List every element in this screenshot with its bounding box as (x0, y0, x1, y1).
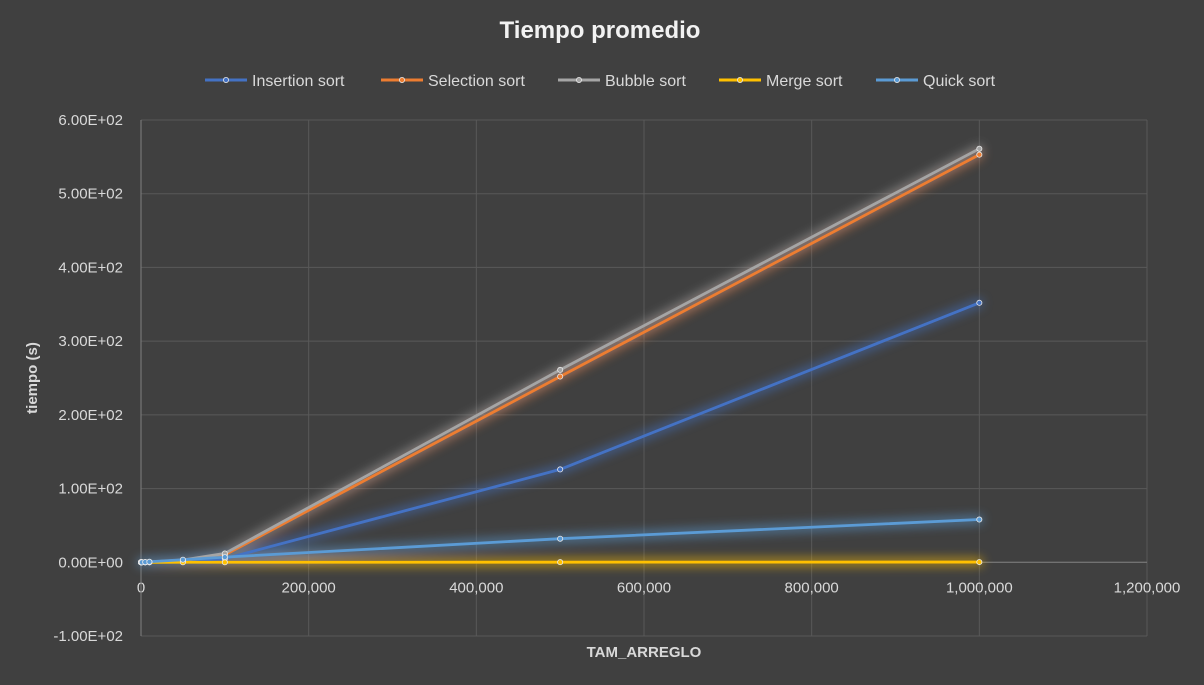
y-tick-label: 0.00E+00 (58, 554, 123, 571)
legend-item-bubble-sort: Bubble sort (558, 73, 686, 90)
y-tick-label: 6.00E+02 (58, 112, 123, 129)
y-tick-label: 1.00E+02 (58, 481, 123, 498)
series-glow-layer (141, 149, 979, 563)
data-point-insertion-sort (977, 300, 982, 305)
legend-label: Quick sort (923, 73, 996, 90)
data-point-selection-sort (558, 374, 563, 379)
legend-marker (223, 77, 228, 82)
x-tick-label: 600,000 (617, 579, 671, 596)
data-point-insertion-sort (558, 467, 563, 472)
legend-label: Insertion sort (252, 73, 345, 90)
legend-marker (894, 77, 899, 82)
legend-label: Merge sort (766, 73, 843, 90)
x-tick-label: 400,000 (449, 579, 503, 596)
series-layer (138, 146, 982, 565)
legend-marker (399, 77, 404, 82)
data-point-bubble-sort (977, 146, 982, 151)
legend-item-merge-sort: Merge sort (719, 73, 843, 90)
legend-label: Selection sort (428, 73, 525, 90)
legend-label: Bubble sort (605, 73, 686, 90)
x-tick-label: 200,000 (282, 579, 336, 596)
x-tick-label: 1,000,000 (946, 579, 1013, 596)
x-axis-label: TAM_ARREGLO (587, 644, 702, 661)
data-point-selection-sort (977, 152, 982, 157)
y-axis-label: tiempo (s) (24, 342, 41, 414)
data-point-quick-sort (180, 557, 185, 562)
legend-item-quick-sort: Quick sort (876, 73, 996, 90)
y-tick-label: 2.00E+02 (58, 407, 123, 424)
data-point-merge-sort (977, 559, 982, 564)
data-point-quick-sort (147, 559, 152, 564)
chart-title: Tiempo promedio (500, 17, 701, 44)
data-point-bubble-sort (558, 367, 563, 372)
y-tick-label: 4.00E+02 (58, 259, 123, 276)
x-tick-label: 1,200,000 (1114, 579, 1181, 596)
data-point-quick-sort (977, 517, 982, 522)
data-point-quick-sort (558, 536, 563, 541)
y-tick-label: 5.00E+02 (58, 186, 123, 203)
chart-legend: Insertion sort Selection sort Bubble sort M… (205, 73, 996, 90)
data-point-merge-sort (558, 560, 563, 565)
y-tick-label: -1.00E+02 (53, 628, 123, 645)
legend-marker (576, 77, 581, 82)
x-tick-label: 800,000 (785, 579, 839, 596)
data-point-merge-sort (222, 560, 227, 565)
data-point-quick-sort (222, 555, 227, 560)
legend-marker (737, 77, 742, 82)
legend-item-selection-sort: Selection sort (381, 73, 525, 90)
legend-item-insertion-sort: Insertion sort (205, 73, 345, 90)
y-tick-label: 3.00E+02 (58, 333, 123, 350)
